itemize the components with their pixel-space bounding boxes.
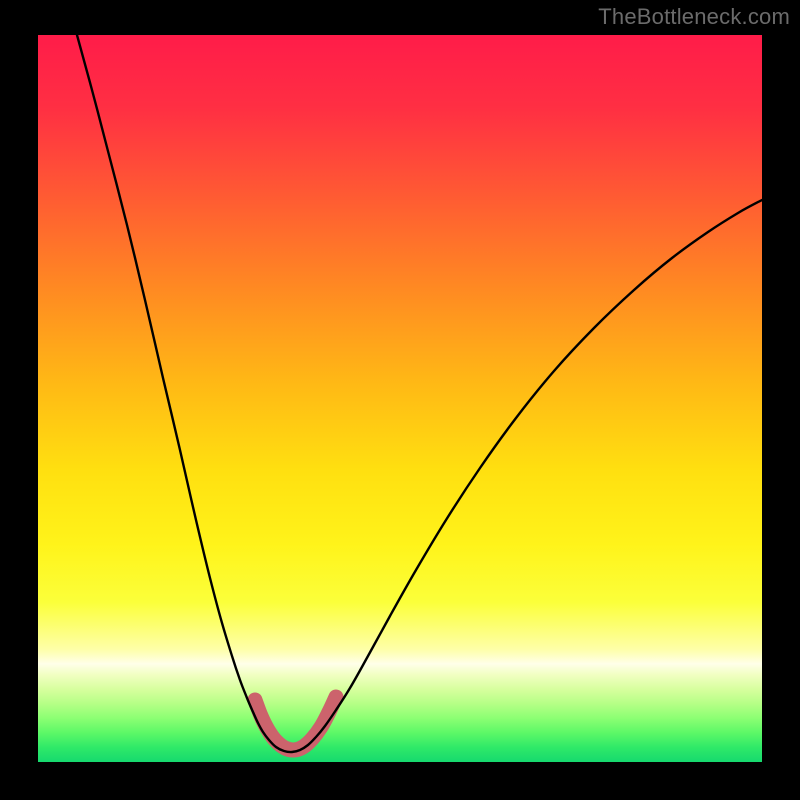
bottleneck-chart [0,0,800,800]
watermark-text: TheBottleneck.com [598,4,790,30]
plot-background [38,35,762,762]
chart-frame: TheBottleneck.com [0,0,800,800]
